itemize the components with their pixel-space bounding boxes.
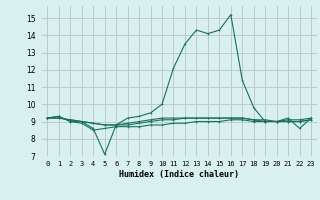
X-axis label: Humidex (Indice chaleur): Humidex (Indice chaleur)	[119, 170, 239, 179]
